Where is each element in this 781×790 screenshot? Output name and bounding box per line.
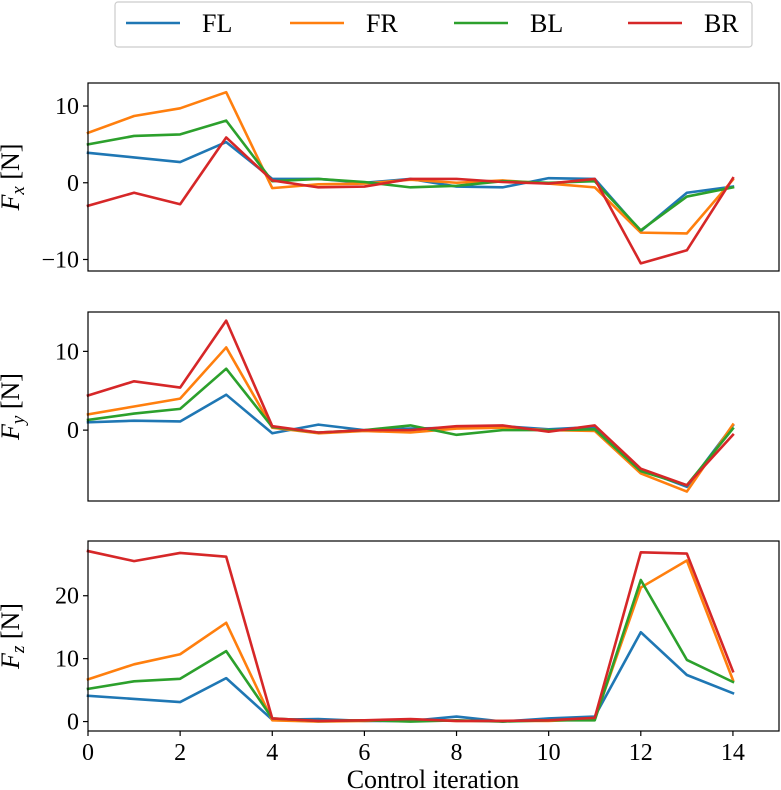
y-axis-label-z: Fz [N]	[0, 603, 29, 670]
x-tick-label: 14	[721, 740, 745, 766]
y-tick-label: −10	[41, 247, 79, 273]
y-tick-label: 0	[67, 710, 79, 736]
series-line-fr-x	[86, 90, 735, 235]
series-line-bl-y	[86, 367, 735, 487]
chart-legend: FL FR BL BR	[114, 1, 753, 48]
series-line-br-x	[86, 136, 735, 265]
legend-label-fr: FR	[366, 9, 398, 38]
plot-frame-y	[87, 311, 780, 502]
x-tick-label: 0	[82, 740, 94, 766]
series-line-br-z	[86, 549, 735, 723]
legend-label-bl: BL	[530, 9, 563, 38]
series-line-br-y	[86, 319, 735, 487]
panel-y: 10 0 Fy [N]	[0, 311, 780, 502]
x-axis-label: Control iteration	[347, 765, 520, 790]
y-tick-label: 10	[55, 339, 79, 365]
y-axis-label-y: Fy [N]	[0, 373, 29, 441]
x-tick-label: 2	[174, 740, 186, 766]
panel-z: 20 10 0 Fz [N] 0 2 4 6 8 10 12 14	[0, 540, 780, 766]
plot-frame-x	[87, 82, 780, 272]
series-line-bl-x	[86, 119, 735, 232]
x-tick-label: 8	[451, 740, 463, 766]
legend-label-fl: FL	[202, 9, 232, 38]
x-tick-label: 10	[537, 740, 561, 766]
series-line-fr-y	[86, 346, 735, 493]
y-tick-label: 20	[55, 584, 79, 610]
y-axis-label-x: Fx [N]	[0, 144, 29, 212]
x-tick-label: 6	[358, 740, 370, 766]
series-line-fl-y	[86, 393, 735, 489]
legend-frame	[114, 1, 753, 48]
chart-panels: 100−10Fx [N]100Fy [N]20100Fz [N]02468101…	[0, 82, 780, 766]
y-tick-label: 0	[67, 171, 79, 197]
legend-label-br: BR	[704, 9, 739, 38]
x-tick-label: 12	[629, 740, 653, 766]
y-tick-label: 10	[55, 94, 79, 120]
series-line-bl-z	[86, 578, 735, 723]
y-tick-label: 10	[55, 647, 79, 673]
x-tick-label: 4	[266, 740, 278, 766]
y-tick-label: 0	[67, 418, 79, 444]
panel-x: 10 0 −10 Fx [N]	[0, 82, 780, 273]
plot-frame-z	[87, 540, 780, 732]
